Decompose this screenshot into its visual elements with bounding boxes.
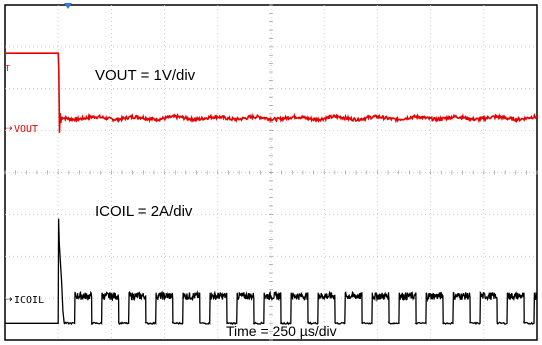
vout-channel-arrow-icon: ⇢: [5, 124, 13, 134]
timebase-annotation: Time = 250 µs/div: [226, 323, 337, 339]
trigger-position-marker: [64, 3, 72, 9]
icoil-channel-label: ICOIL: [14, 295, 45, 306]
icoil-channel-arrow-icon: ⇢: [5, 295, 13, 305]
icoil-trace: [5, 218, 538, 326]
trigger-level-marker: T: [5, 64, 10, 73]
grid: [4, 4, 538, 341]
vout-scale-annotation: VOUT = 1V/div: [95, 67, 196, 84]
vout-trace: [5, 52, 538, 133]
icoil-scale-annotation: ICOIL = 2A/div: [95, 203, 193, 220]
vout-channel-label: VOUT: [14, 124, 39, 135]
